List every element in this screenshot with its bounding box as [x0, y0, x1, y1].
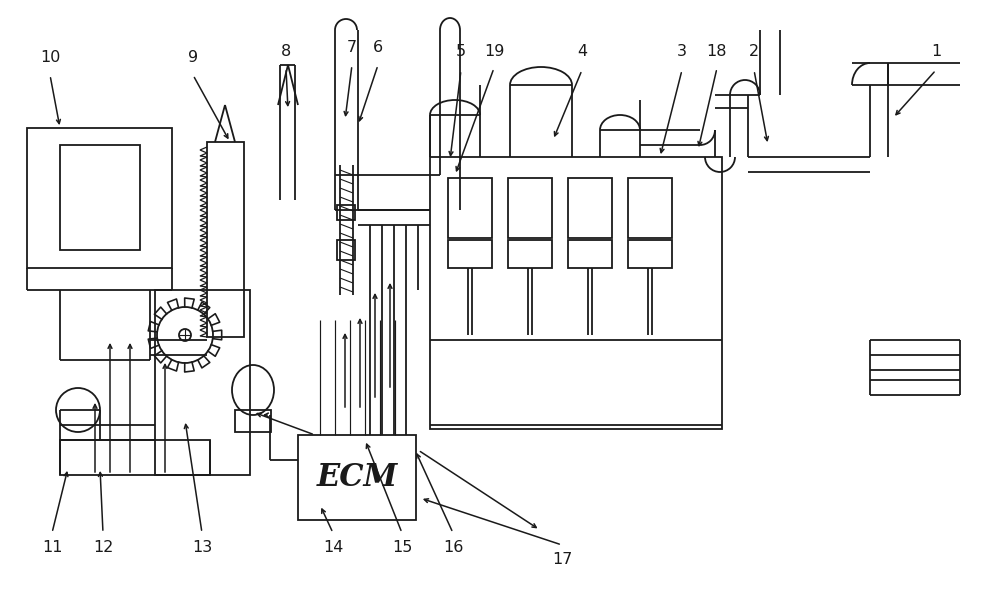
Text: 1: 1	[931, 45, 941, 60]
Bar	[155, 290, 250, 475]
Bar	[508, 240, 552, 268]
Bar	[60, 145, 140, 250]
Text: 17: 17	[552, 553, 572, 568]
Bar	[298, 435, 416, 520]
Text: 11: 11	[42, 541, 62, 556]
Bar	[337, 240, 355, 260]
Bar	[628, 178, 672, 238]
Bar	[508, 178, 552, 238]
Text: 16: 16	[443, 541, 463, 556]
Bar	[27, 128, 172, 268]
Bar	[60, 440, 210, 475]
Text: 5: 5	[456, 45, 466, 60]
Bar	[235, 410, 271, 432]
Text: 13: 13	[192, 541, 212, 556]
Bar	[337, 205, 355, 220]
Text: ECM: ECM	[316, 461, 398, 492]
Bar	[628, 240, 672, 268]
Text: 2: 2	[749, 45, 759, 60]
Bar	[430, 157, 722, 429]
Bar	[448, 178, 492, 238]
Text: 19: 19	[484, 45, 504, 60]
Text: 9: 9	[188, 51, 198, 65]
Text: 15: 15	[392, 541, 412, 556]
Text: 10: 10	[40, 51, 60, 65]
Text: 12: 12	[93, 541, 113, 556]
Bar	[568, 178, 612, 238]
Bar	[448, 240, 492, 268]
Text: 7: 7	[347, 40, 357, 56]
Text: 14: 14	[323, 541, 343, 556]
Text: 8: 8	[281, 45, 291, 60]
Text: 4: 4	[577, 45, 587, 60]
Text: 3: 3	[677, 45, 687, 60]
Text: 18: 18	[707, 45, 727, 60]
Bar	[207, 142, 244, 337]
Text: 6: 6	[373, 40, 383, 56]
Bar	[568, 240, 612, 268]
